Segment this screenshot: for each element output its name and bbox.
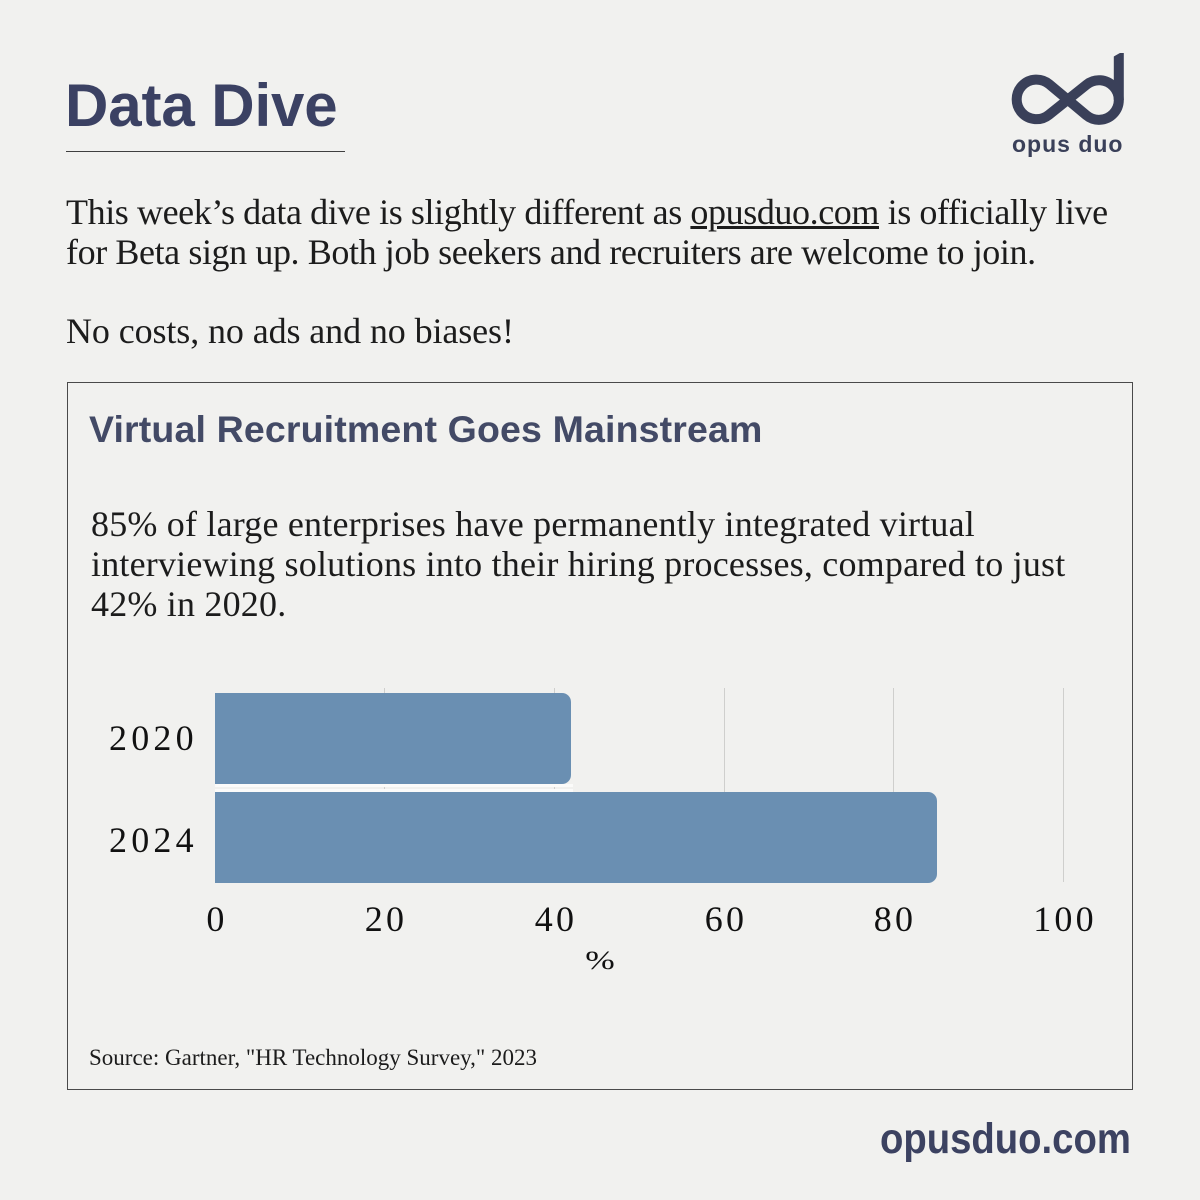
svg-text:opus duo: opus duo [1012,131,1123,157]
